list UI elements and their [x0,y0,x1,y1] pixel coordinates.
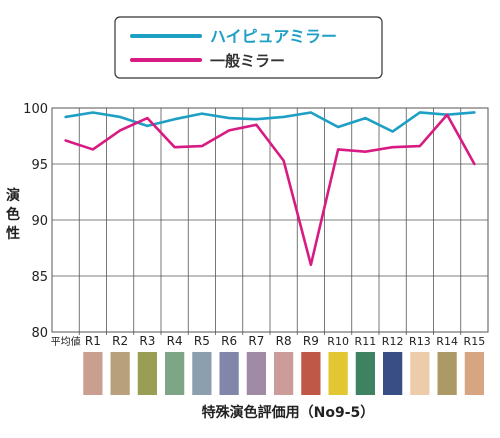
color-swatch [410,352,430,395]
legend-label-1: ハイピュアミラー [210,27,337,46]
x-tick-label: R10 [327,335,349,348]
x-tick-label: R6 [221,334,237,348]
x-tick-label: R9 [303,334,319,348]
x-tick-label: R8 [276,334,292,348]
y-tick-labels: 80 85 90 95 100 [23,102,48,341]
x-tick-label: R1 [85,334,101,348]
series-line-2 [64,113,476,267]
color-swatches [83,352,484,395]
color-swatch [165,352,185,395]
x-tick-label: R11 [355,335,377,348]
x-tick-label: R13 [409,335,431,348]
y-tick-label: 95 [31,158,48,173]
color-swatch [110,352,130,395]
color-swatch [355,352,375,395]
y-tick-label: 100 [23,102,48,117]
x-tick-label: R14 [436,335,458,348]
x-tick-labels: 平均値 R1 R2 R3 R4 R5 R6 R7 R8 R9 R10 R11 R12 R13 R14 R15 [51,334,486,348]
color-swatch [274,352,294,395]
color-swatch [328,352,348,395]
color-swatch [383,352,403,395]
x-tick-label: R12 [382,335,404,348]
y-tick-label: 90 [31,214,48,229]
y-axis-label-char-3: 性 [6,225,20,242]
series-lines [64,111,476,267]
y-tick-label: 80 [31,326,48,341]
color-swatch [137,352,157,395]
color-swatch [83,352,103,395]
x-tick-label: R15 [464,335,486,348]
legend-label-2: 一般ミラー [210,52,285,70]
color-swatch [301,352,321,395]
x-tick-label: R5 [194,334,210,348]
y-axis-label-char-2: 色 [6,206,20,223]
x-axis-label: 特殊演色評価用（No9-5） [202,404,375,421]
color-swatch [219,352,239,395]
plot-area: 80 85 90 95 100 [23,102,489,341]
color-swatch [192,352,212,395]
series-line-1 [64,111,476,133]
color-swatch [246,352,266,395]
color-swatch [437,352,457,395]
x-tick-label: R7 [248,334,264,348]
x-tick-label: R4 [167,334,183,348]
color-swatch [464,352,484,395]
y-axis-label: 演 色 性 [6,187,20,242]
x-tick-label: R2 [112,334,128,348]
x-tick-label: 平均値 [51,335,81,348]
horizontal-gridlines [52,107,488,333]
y-axis-label-char-1: 演 [6,187,20,204]
legend-box: ハイピュアミラー 一般ミラー [114,16,383,79]
x-tick-label: R3 [139,334,155,348]
y-tick-label: 85 [31,270,48,285]
